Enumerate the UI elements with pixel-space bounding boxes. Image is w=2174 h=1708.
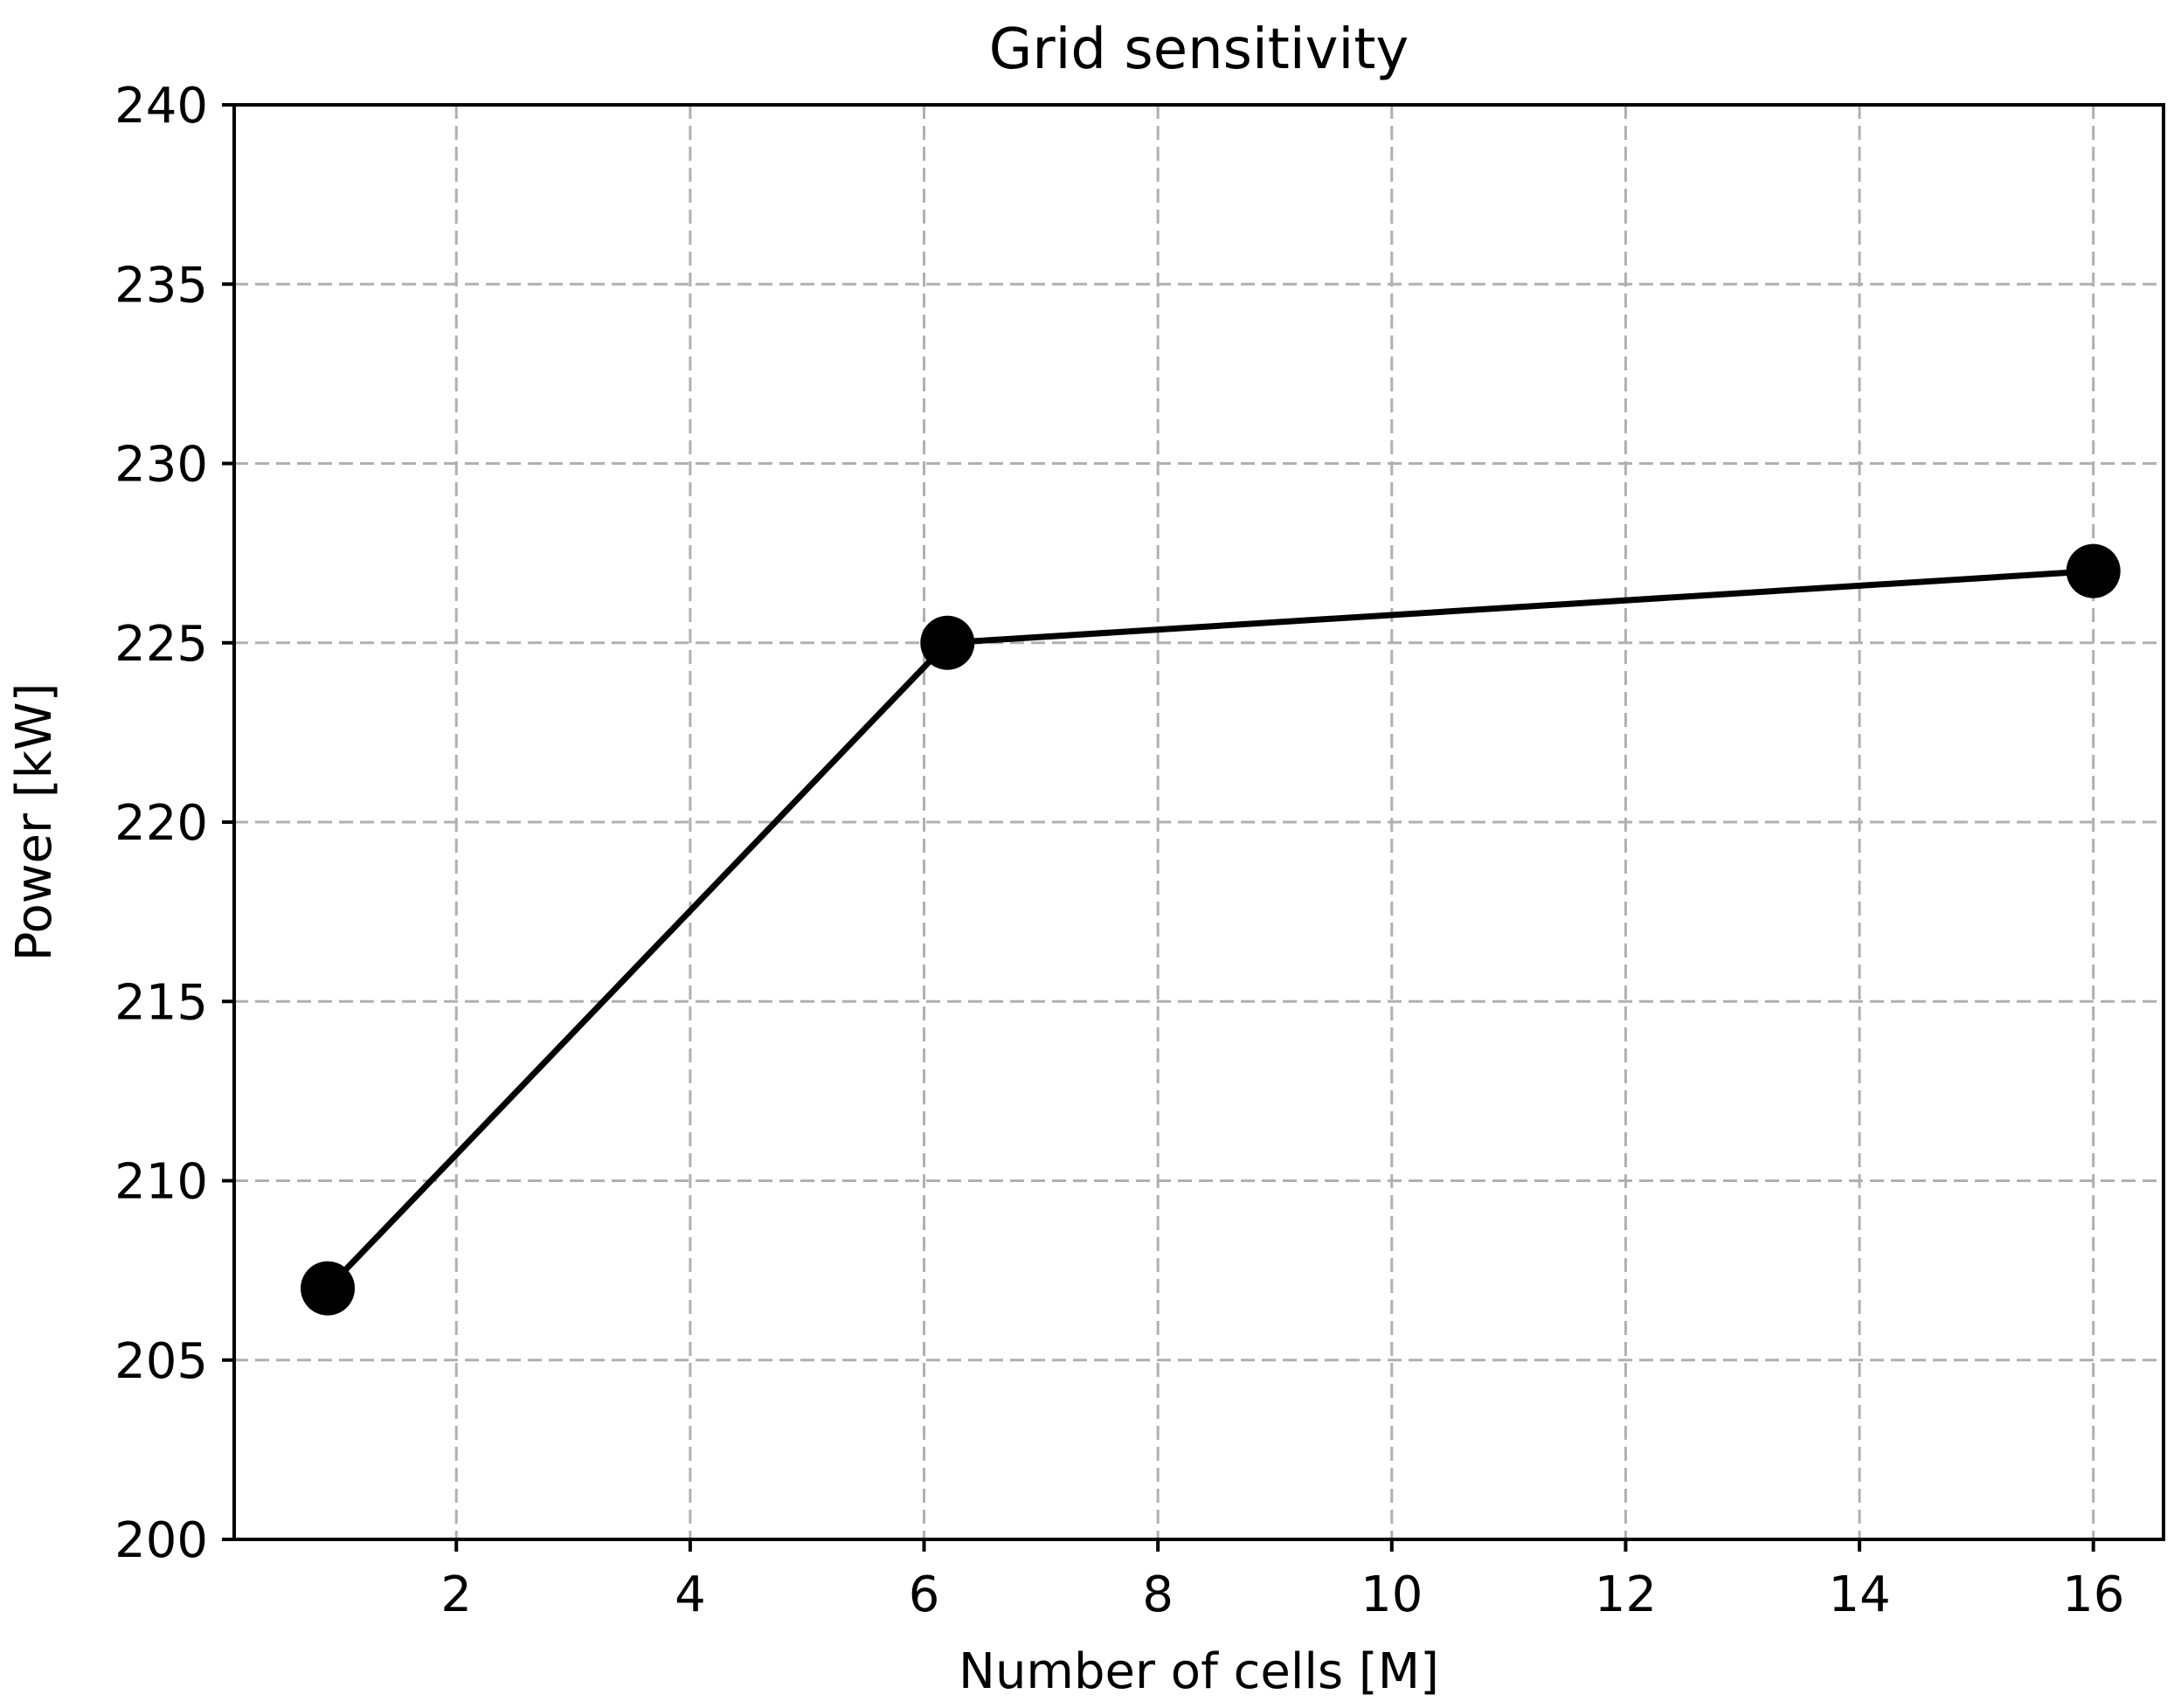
x-tick-label: 10 bbox=[1360, 1566, 1423, 1623]
data-point-marker bbox=[2066, 543, 2121, 598]
data-point-marker bbox=[301, 1261, 356, 1316]
x-tick-label: 4 bbox=[675, 1566, 706, 1623]
y-tick-label: 210 bbox=[114, 1154, 208, 1211]
y-tick-label: 240 bbox=[114, 78, 208, 135]
y-axis-label: Power [kW] bbox=[6, 683, 63, 962]
y-tick-label: 235 bbox=[114, 257, 208, 314]
y-tick-label: 205 bbox=[114, 1333, 208, 1390]
y-tick-label: 215 bbox=[114, 974, 208, 1031]
plot-frame bbox=[232, 103, 2165, 1541]
x-tick-label: 16 bbox=[2062, 1566, 2124, 1623]
x-tick-label: 12 bbox=[1595, 1566, 1657, 1623]
x-tick-label: 6 bbox=[909, 1566, 940, 1623]
x-tick-label: 14 bbox=[1828, 1566, 1890, 1623]
y-tick-label: 220 bbox=[114, 795, 208, 852]
x-axis-label: Number of cells [M] bbox=[959, 1643, 1439, 1700]
y-tick-label: 230 bbox=[114, 437, 208, 494]
axis-ticks: 2 4 6 8 10 12 14 16 200 205 210 215 220 225 230 235 240 bbox=[114, 78, 2124, 1623]
x-tick-label: 8 bbox=[1142, 1566, 1174, 1623]
y-tick-label: 225 bbox=[114, 616, 208, 673]
data-point-marker bbox=[920, 615, 975, 670]
chart-title: Grid sensitivity bbox=[989, 17, 1409, 82]
y-tick-label: 200 bbox=[114, 1512, 208, 1569]
x-tick-label: 2 bbox=[440, 1566, 472, 1623]
grid-lines bbox=[234, 105, 2164, 1539]
data-series bbox=[301, 543, 2121, 1316]
